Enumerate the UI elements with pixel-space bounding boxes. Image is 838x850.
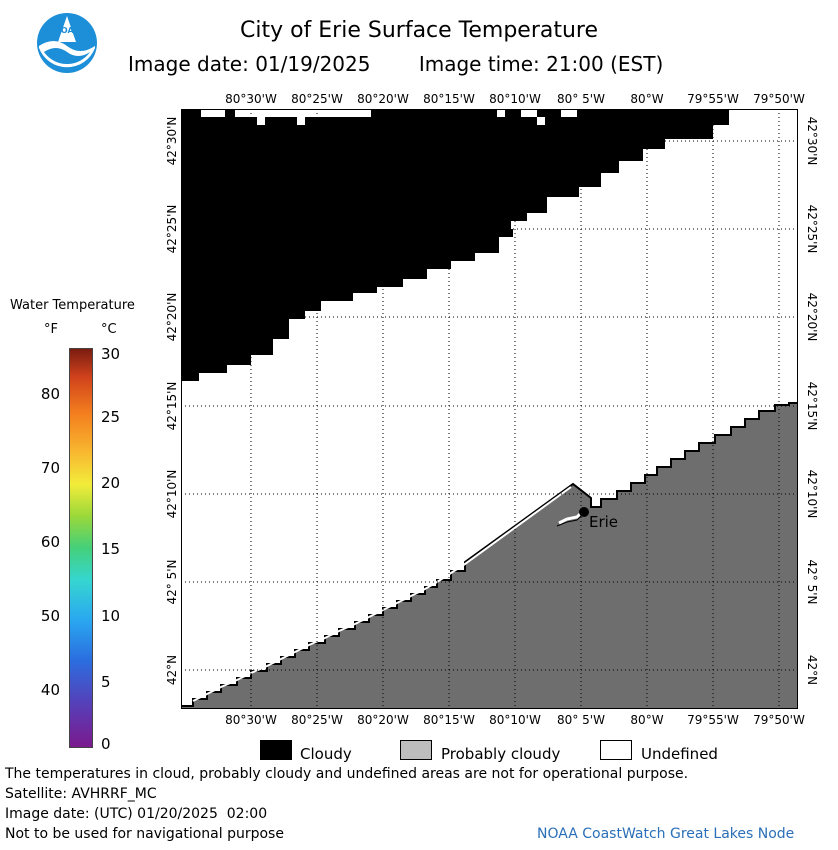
image-date: Image date: 01/19/2025 (128, 52, 371, 76)
c-tick: 10 (101, 607, 121, 625)
lat-tick-right: 42°N (805, 654, 819, 686)
legend-title: Water Temperature (10, 298, 135, 313)
lat-tick-right: 42°10'N (805, 469, 819, 519)
lat-tick-right: 42°30'N (805, 116, 819, 166)
c-tick: 5 (101, 673, 111, 691)
lat-tick-right: 42° 5'N (805, 559, 819, 605)
c-tick: 15 (101, 540, 121, 558)
c-tick: 30 (101, 345, 121, 363)
lon-tick-top: 80°15'W (423, 92, 475, 106)
map-frame (181, 109, 798, 709)
land-region (181, 402, 798, 709)
logo-text: NOAA (54, 26, 80, 35)
lat-tick-left: 42°25'N (165, 204, 179, 254)
erie-city-marker (579, 507, 589, 517)
cloudy-region (181, 109, 729, 381)
lon-tick-bottom: 80°30'W (225, 713, 277, 727)
lon-tick-bottom: 79°55'W (687, 713, 739, 727)
lat-tick-right: 42°15'N (805, 381, 819, 431)
lon-tick-top: 80°10'W (489, 92, 541, 106)
cloudy-swatch (260, 740, 292, 760)
shoreline-highlight (192, 486, 572, 702)
image-time: Image time: 21:00 (EST) (418, 52, 664, 76)
undefined-swatch (600, 740, 632, 760)
lon-tick-top: 80°25'W (291, 92, 343, 106)
erie-temperature-map (181, 109, 798, 709)
probably-cloudy-swatch (400, 740, 432, 760)
lat-tick-left: 42°20'N (165, 292, 179, 342)
lon-tick-bottom: 79°50'W (753, 713, 805, 727)
temperature-colorbar (69, 348, 93, 748)
f-tick: 40 (40, 681, 60, 699)
lat-tick-left: 42°15'N (165, 381, 179, 431)
satellite-text: Satellite: AVHRRF_MC (5, 786, 157, 802)
utc-date-text: Image date: (UTC) 01/20/2025 02:00 (5, 806, 268, 822)
image-date-line: Image date: 01/19/2025 Image time: 21:00… (128, 52, 663, 76)
erie-city-label: Erie (589, 513, 619, 531)
lon-tick-bottom: 80°10'W (489, 713, 541, 727)
lat-tick-left: 42°N (165, 654, 179, 686)
lon-tick-top: 80°W (630, 92, 664, 106)
lat-tick-left: 42° 5'N (165, 559, 179, 605)
probably-cloudy-label: Probably cloudy (441, 745, 561, 763)
f-tick: 60 (40, 533, 60, 551)
unit-celsius: °C (101, 322, 117, 337)
disclaimer-text: The temperatures in cloud, probably clou… (5, 766, 689, 782)
cloudy-label: Cloudy (300, 745, 352, 763)
lon-tick-bottom: 80°W (630, 713, 664, 727)
lat-tick-left: 42°10'N (165, 469, 179, 519)
noaa-logo: NOAA (37, 13, 97, 73)
lon-tick-bottom: 80°25'W (291, 713, 343, 727)
lon-tick-bottom: 80°15'W (423, 713, 475, 727)
page-title: City of Erie Surface Temperature (239, 18, 599, 43)
lon-tick-top: 79°55'W (687, 92, 739, 106)
lon-tick-top: 79°50'W (753, 92, 805, 106)
lon-tick-bottom: 80°20'W (357, 713, 409, 727)
graticule (181, 109, 798, 709)
f-tick: 80 (40, 385, 60, 403)
f-tick: 50 (40, 607, 60, 625)
unit-fahrenheit: °F (44, 322, 58, 337)
coastwatch-credit: NOAA CoastWatch Great Lakes Node (537, 826, 795, 842)
navigation-warning: Not to be used for navigational purpose (5, 826, 284, 842)
c-tick: 20 (101, 474, 121, 492)
lat-tick-right: 42°25'N (805, 204, 819, 254)
lon-tick-top: 80°20'W (357, 92, 409, 106)
c-tick: 25 (101, 408, 121, 426)
lon-tick-top: 80°30'W (225, 92, 277, 106)
undefined-label: Undefined (641, 745, 718, 763)
lat-tick-left: 42°30'N (165, 116, 179, 166)
lon-tick-top: 80° 5'W (557, 92, 605, 106)
lon-tick-bottom: 80° 5'W (557, 713, 605, 727)
lat-tick-right: 42°20'N (805, 292, 819, 342)
top-gaps (201, 109, 577, 125)
c-tick: 0 (101, 735, 111, 753)
f-tick: 70 (40, 459, 60, 477)
